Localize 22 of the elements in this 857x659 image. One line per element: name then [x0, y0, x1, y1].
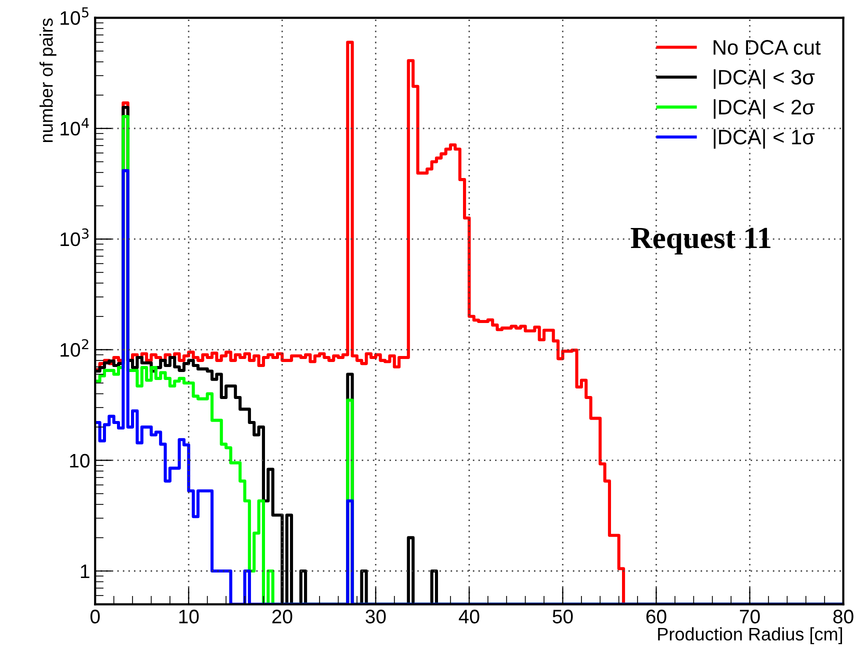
- y-tick-label: 10: [70, 454, 90, 468]
- x-tick-label: 30: [366, 610, 386, 624]
- annotation: Request 11: [630, 228, 770, 255]
- x-tick-label: 70: [740, 610, 760, 624]
- x-tick-label: 60: [646, 610, 666, 624]
- y-tick-label: 10$^{2}$: [60, 339, 88, 357]
- x-tick-label: 40: [458, 610, 480, 624]
- y-axis-title: number of pairs: [40, 18, 56, 142]
- x-tick-label: 0: [90, 610, 100, 624]
- x-tick-label: 10: [179, 610, 199, 624]
- y-tick-label: 10$^{4}$: [60, 118, 89, 136]
- x-tick-label: 80: [833, 610, 854, 624]
- legend-label: |DCA| < 2σ: [714, 99, 815, 119]
- y-tick-label: 1: [80, 564, 90, 578]
- legend-label: No DCA cut: [714, 40, 821, 55]
- x-tick-label: 20: [272, 610, 292, 624]
- legend-label: |DCA| < 1σ: [714, 129, 815, 149]
- x-axis-title: Production Radius [cm]: [658, 627, 842, 644]
- y-tick-label: 10$^{5}$: [60, 7, 88, 25]
- x-tick-label: 50: [552, 610, 573, 624]
- legend-label: |DCA| < 3σ: [714, 69, 815, 89]
- y-tick-label: 10$^{3}$: [60, 228, 89, 246]
